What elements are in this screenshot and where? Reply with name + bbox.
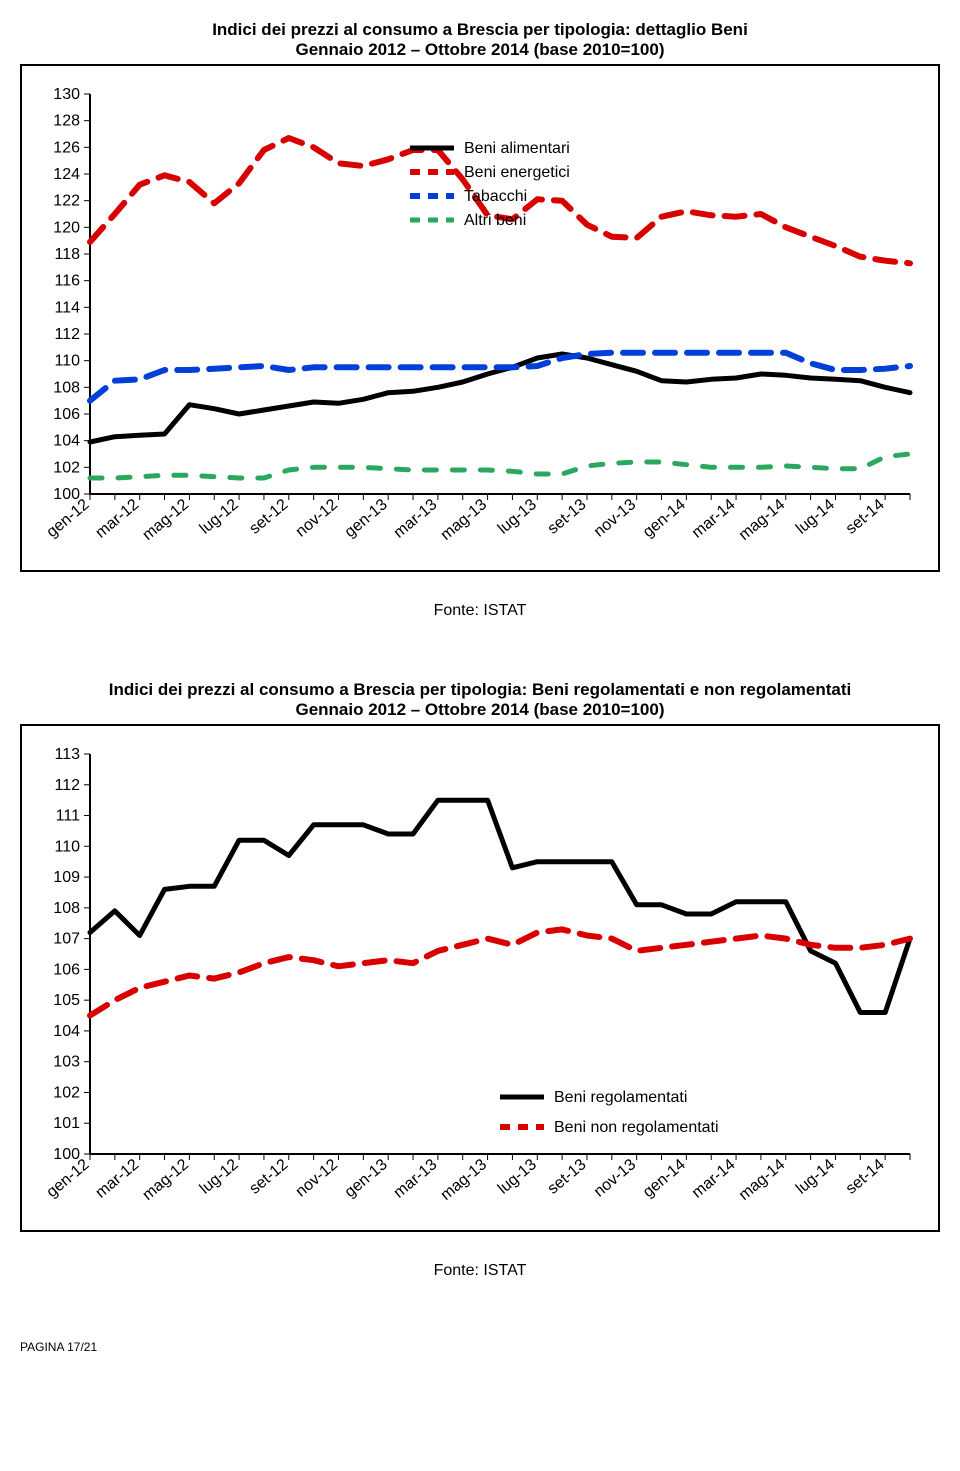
svg-text:101: 101 [53, 1115, 80, 1132]
chart1-source: Fonte: ISTAT [20, 602, 940, 620]
svg-text:Beni energetici: Beni energetici [464, 164, 570, 181]
svg-text:nov-13: nov-13 [591, 1156, 639, 1201]
svg-text:104: 104 [53, 1023, 80, 1040]
svg-text:105: 105 [53, 992, 80, 1009]
svg-text:mag-13: mag-13 [438, 496, 491, 544]
svg-text:mag-12: mag-12 [139, 496, 192, 544]
svg-text:112: 112 [54, 777, 80, 794]
svg-text:lug-12: lug-12 [197, 496, 242, 538]
svg-text:mar-12: mar-12 [93, 1156, 143, 1202]
svg-text:mar-13: mar-13 [391, 496, 441, 542]
svg-text:118: 118 [54, 246, 80, 263]
svg-text:109: 109 [53, 869, 80, 886]
svg-text:104: 104 [53, 433, 80, 450]
svg-text:gen-13: gen-13 [342, 1156, 391, 1201]
svg-text:102: 102 [53, 459, 80, 476]
svg-text:122: 122 [53, 193, 80, 210]
svg-text:nov-13: nov-13 [591, 496, 639, 541]
svg-text:112: 112 [54, 326, 80, 343]
svg-text:107: 107 [53, 931, 80, 948]
svg-text:lug-13: lug-13 [495, 1156, 540, 1198]
svg-text:gen-13: gen-13 [342, 496, 391, 541]
svg-text:Altri beni: Altri beni [464, 212, 526, 229]
chart2-plot-area: 1001011021031041051061071081091101111121… [20, 724, 940, 1232]
page-footer: PAGINA 17/21 [20, 1340, 940, 1354]
svg-text:mag-13: mag-13 [438, 1156, 491, 1204]
svg-text:lug-14: lug-14 [793, 496, 838, 538]
svg-text:126: 126 [53, 139, 80, 156]
svg-text:106: 106 [53, 406, 80, 423]
svg-text:Tabacchi: Tabacchi [464, 188, 527, 205]
svg-text:110: 110 [54, 838, 80, 855]
chart2-title: Indici dei prezzi al consumo a Brescia p… [20, 680, 940, 720]
svg-text:113: 113 [54, 746, 80, 763]
svg-text:111: 111 [56, 808, 80, 825]
svg-text:120: 120 [53, 219, 80, 236]
svg-text:set-12: set-12 [246, 1156, 291, 1198]
svg-text:set-12: set-12 [246, 496, 291, 538]
chart1-title: Indici dei prezzi al consumo a Brescia p… [20, 20, 940, 60]
svg-text:128: 128 [53, 113, 80, 130]
svg-text:mar-13: mar-13 [391, 1156, 441, 1202]
chart1: Indici dei prezzi al consumo a Brescia p… [20, 20, 940, 620]
svg-text:lug-14: lug-14 [793, 1156, 838, 1198]
svg-text:103: 103 [53, 1054, 80, 1071]
svg-text:lug-12: lug-12 [197, 1156, 242, 1198]
chart1-title-line2: Gennaio 2012 – Ottobre 2014 (base 2010=1… [20, 40, 940, 60]
chart2-title-line1: Indici dei prezzi al consumo a Brescia p… [20, 680, 940, 700]
chart2-title-line2: Gennaio 2012 – Ottobre 2014 (base 2010=1… [20, 700, 940, 720]
svg-text:mar-12: mar-12 [93, 496, 143, 542]
chart1-title-line1: Indici dei prezzi al consumo a Brescia p… [20, 20, 940, 40]
svg-text:116: 116 [54, 273, 80, 290]
svg-text:set-14: set-14 [843, 1156, 888, 1198]
svg-text:mag-12: mag-12 [139, 1156, 192, 1204]
svg-text:set-14: set-14 [843, 496, 888, 538]
svg-text:nov-12: nov-12 [293, 1156, 341, 1201]
svg-text:gen-14: gen-14 [640, 1156, 689, 1201]
svg-text:set-13: set-13 [545, 496, 590, 538]
svg-text:130: 130 [53, 86, 80, 103]
svg-text:108: 108 [53, 379, 80, 396]
svg-text:106: 106 [53, 961, 80, 978]
svg-text:mag-14: mag-14 [736, 496, 789, 544]
svg-text:mag-14: mag-14 [736, 1156, 789, 1204]
svg-text:lug-13: lug-13 [495, 496, 540, 538]
svg-text:nov-12: nov-12 [293, 496, 341, 541]
svg-text:114: 114 [54, 299, 80, 316]
svg-text:mar-14: mar-14 [689, 496, 739, 542]
svg-text:108: 108 [53, 900, 80, 917]
chart2-svg: 1001011021031041051061071081091101111121… [40, 744, 920, 1224]
svg-text:Beni alimentari: Beni alimentari [464, 140, 570, 157]
svg-text:Beni regolamentati: Beni regolamentati [554, 1089, 687, 1106]
svg-text:124: 124 [53, 166, 80, 183]
chart1-plot-area: 1001021041061081101121141161181201221241… [20, 64, 940, 572]
chart1-svg: 1001021041061081101121141161181201221241… [40, 84, 920, 564]
chart2: Indici dei prezzi al consumo a Brescia p… [20, 680, 940, 1280]
svg-text:set-13: set-13 [545, 1156, 590, 1198]
chart2-source: Fonte: ISTAT [20, 1262, 940, 1280]
svg-text:102: 102 [53, 1084, 80, 1101]
svg-text:gen-14: gen-14 [640, 496, 689, 541]
svg-text:110: 110 [54, 353, 80, 370]
svg-text:Beni non regolamentati: Beni non regolamentati [554, 1119, 719, 1136]
svg-text:mar-14: mar-14 [689, 1156, 739, 1202]
